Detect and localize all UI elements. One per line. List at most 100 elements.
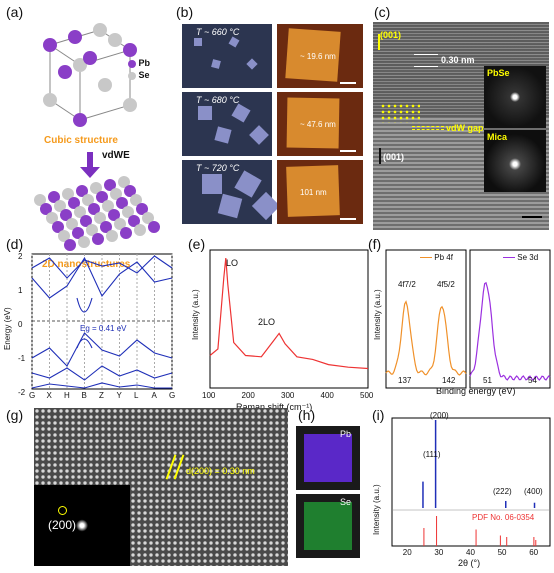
- atom: [122, 206, 134, 218]
- atom: [64, 239, 76, 251]
- atom: [52, 221, 64, 233]
- atom-se: [98, 78, 112, 92]
- atom: [120, 227, 132, 239]
- atom: [136, 203, 148, 215]
- panel-label-b: (b): [176, 4, 194, 20]
- legend-se: Se: [138, 70, 150, 80]
- afm-image: [277, 160, 363, 224]
- atom: [74, 206, 86, 218]
- atom: [124, 185, 136, 197]
- f-xtick-54: 54: [528, 376, 537, 385]
- up-arrow-dark-icon: [379, 148, 381, 164]
- up-arrow-icon: [378, 34, 380, 50]
- pdf-label: PDF No. 06-0354: [472, 513, 535, 522]
- xrd-222: (222): [493, 487, 512, 496]
- atom: [88, 203, 100, 215]
- atom: [148, 221, 160, 233]
- spot-200-label: (200): [48, 518, 77, 532]
- d-ytick: 1: [18, 286, 23, 295]
- d-xtick: H: [64, 391, 70, 400]
- band-line: [31, 255, 173, 279]
- d-xtick: Z: [99, 391, 104, 400]
- i-xlabel: 2θ (°): [458, 558, 481, 568]
- atom: [100, 221, 112, 233]
- d-xtick: G: [169, 391, 176, 400]
- atom: [54, 200, 66, 212]
- afm-image: [277, 24, 363, 88]
- atom: [114, 218, 126, 230]
- atom: [76, 185, 88, 197]
- d-xtick: Y: [116, 391, 122, 400]
- atom: [90, 182, 102, 194]
- atom: [130, 194, 142, 206]
- 2lo-label: 2LO: [258, 317, 276, 327]
- atom: [60, 209, 72, 221]
- optical-image: [182, 160, 281, 224]
- atom-dots: [380, 103, 420, 123]
- vdwe-label: vdWE: [102, 150, 130, 161]
- panel-label-e: (e): [188, 236, 206, 252]
- panel-label-f: (f): [368, 236, 382, 252]
- atom: [106, 230, 118, 242]
- i-xtick: 60: [529, 548, 539, 557]
- temperature-label: T ~ 720 °C: [196, 163, 240, 173]
- atom: [110, 188, 122, 200]
- atom-se: [108, 33, 122, 47]
- atom: [134, 224, 146, 236]
- panel-label-g: (g): [6, 407, 24, 423]
- band-line: [31, 382, 172, 389]
- nanoplate: [246, 58, 258, 70]
- xps-plot: [385, 249, 551, 389]
- atom: [116, 197, 128, 209]
- afm-image: [277, 92, 363, 156]
- i-xtick: 30: [434, 548, 444, 557]
- fft-mica-inset: [484, 130, 546, 192]
- valence-band-max: [76, 338, 93, 349]
- e-ylabel: Intensity (a.u.): [191, 289, 200, 340]
- atom-se: [123, 98, 137, 112]
- down-arrow-icon: [80, 167, 100, 178]
- f-ylabel: Intensity (a.u.): [373, 289, 382, 340]
- e-xtick: 300: [281, 391, 295, 400]
- inset-mica-label: Mica: [487, 132, 508, 142]
- height-label: 101 nm: [300, 188, 327, 197]
- d-xtick: L: [134, 391, 139, 400]
- eds-se-map: [296, 494, 360, 558]
- nanoplate: [228, 36, 240, 48]
- atom: [72, 227, 84, 239]
- atom: [96, 191, 108, 203]
- legend-pb4f: Pb 4f: [434, 253, 453, 262]
- atom-se: [93, 23, 107, 37]
- nanoplate: [217, 193, 243, 219]
- atom: [34, 194, 46, 206]
- scale-bar: [340, 218, 356, 220]
- atom-pb: [68, 30, 82, 44]
- d-xtick: A: [151, 391, 157, 400]
- atom: [102, 200, 114, 212]
- atom: [62, 188, 74, 200]
- band-line: [31, 256, 173, 299]
- e-xtick: 100: [202, 391, 216, 400]
- band-line: [31, 365, 173, 381]
- e-xtick: 200: [241, 391, 255, 400]
- direction-001-top: (001): [380, 30, 402, 40]
- e-xtick: 500: [360, 391, 374, 400]
- atom: [94, 212, 106, 224]
- temperature-label: T ~ 680 °C: [196, 95, 240, 105]
- xrd-200: (200): [430, 411, 449, 420]
- atom: [40, 203, 52, 215]
- atom: [104, 179, 116, 191]
- i-xtick: 40: [466, 548, 475, 557]
- scale-bar: [340, 82, 356, 84]
- eds-pb-map: [296, 426, 360, 490]
- raman-plot: [209, 249, 369, 389]
- f-xtick-51: 51: [483, 376, 492, 385]
- atom: [68, 197, 80, 209]
- pb-map-label: Pb: [340, 429, 352, 439]
- atom: [142, 212, 154, 224]
- atom: [128, 215, 140, 227]
- atom: [78, 236, 90, 248]
- atom: [58, 230, 70, 242]
- i-xtick: 50: [497, 548, 507, 557]
- atom-se: [43, 93, 57, 107]
